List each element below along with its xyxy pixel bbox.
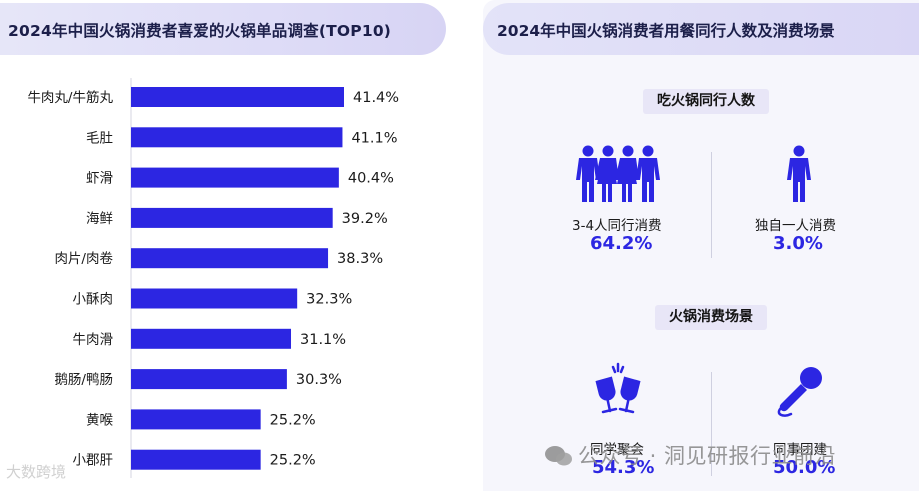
category-label-5: 小酥肉: [73, 292, 114, 308]
wine-cheers-icon: [595, 362, 641, 414]
value-label-9: 25.2%: [270, 453, 316, 469]
bar-8: [131, 409, 261, 430]
bar-1: [131, 127, 343, 148]
divider: [711, 372, 712, 476]
chart-title: 2024年中国火锅消费者喜爱的火锅单品调查(TOP10): [8, 22, 392, 40]
category-label-8: 黄喉: [86, 412, 113, 428]
bar-3: [131, 207, 333, 228]
bar-5: [131, 288, 298, 309]
bar-6: [131, 328, 292, 349]
group-people-icon: [576, 145, 660, 202]
divider: [711, 152, 712, 258]
bar-chart: 牛肉丸/牛筋丸 41.4% 毛肚 41.1% 虾滑 40.4% 海鲜 39.2% 肉片/肉卷 38…: [27, 78, 399, 478]
category-label-2: 虾滑: [86, 171, 113, 187]
value-label-6: 31.1%: [300, 332, 346, 348]
value-label-3: 39.2%: [342, 211, 388, 227]
companions-label-1: 3-4人同行消费: [572, 218, 662, 234]
bar-9: [131, 449, 261, 470]
infographic-title: 2024年中国火锅消费者用餐同行人数及消费场景: [497, 22, 835, 40]
category-label-6: 牛肉滑: [73, 332, 114, 348]
value-label-1: 41.1%: [351, 130, 397, 146]
value-label-8: 25.2%: [270, 412, 316, 428]
single-person-icon: [787, 145, 811, 202]
companions-value-2: 3.0%: [773, 233, 823, 254]
left-panel: 2024年中国火锅消费者喜爱的火锅单品调查(TOP10) 牛肉丸/牛筋丸 41.4…: [0, 0, 455, 491]
watermark-right: 公众号 · 洞见研报行业前沿: [578, 444, 837, 468]
category-label-3: 海鲜: [86, 211, 113, 227]
watermark-left: 大数跨境: [6, 463, 67, 481]
category-label-4: 肉片/肉卷: [54, 251, 113, 267]
right-panel: 2024年中国火锅消费者用餐同行人数及消费场景 吃火锅同行人数 3-4人同行消费…: [483, 0, 919, 491]
value-label-7: 30.3%: [296, 372, 342, 388]
category-label-1: 毛肚: [86, 130, 113, 146]
wechat-icon: [545, 446, 572, 466]
value-label-0: 41.4%: [353, 90, 399, 106]
bar-0: [131, 87, 344, 107]
category-label-9: 小郡肝: [73, 453, 114, 469]
bar-2: [131, 167, 339, 188]
category-label-0: 牛肉丸/牛筋丸: [27, 89, 113, 106]
right-header: 2024年中国火锅消费者用餐同行人数及消费场景: [483, 3, 919, 55]
value-label-2: 40.4%: [348, 171, 394, 187]
companions-value-1: 64.2%: [590, 233, 653, 254]
scenes-label-1: 同学聚会: [590, 442, 644, 458]
bar-7: [131, 369, 287, 390]
category-label-7: 鹅肠/鸭肠: [54, 371, 113, 388]
value-label-5: 32.3%: [306, 292, 352, 308]
bar-4: [131, 248, 329, 269]
scenes-value-1: 54.3%: [592, 457, 655, 478]
companions-label-2: 独自一人消费: [755, 218, 836, 234]
companions-heading: 吃火锅同行人数: [643, 89, 769, 114]
scenes-heading: 火锅消费场景: [655, 305, 767, 330]
scenes-label-2: 同事团建: [773, 442, 827, 458]
left-header: 2024年中国火锅消费者喜爱的火锅单品调查(TOP10): [0, 3, 446, 55]
microphone-icon: [777, 367, 822, 417]
value-label-4: 38.3%: [337, 251, 383, 267]
scenes-value-2: 50.0%: [773, 457, 836, 478]
